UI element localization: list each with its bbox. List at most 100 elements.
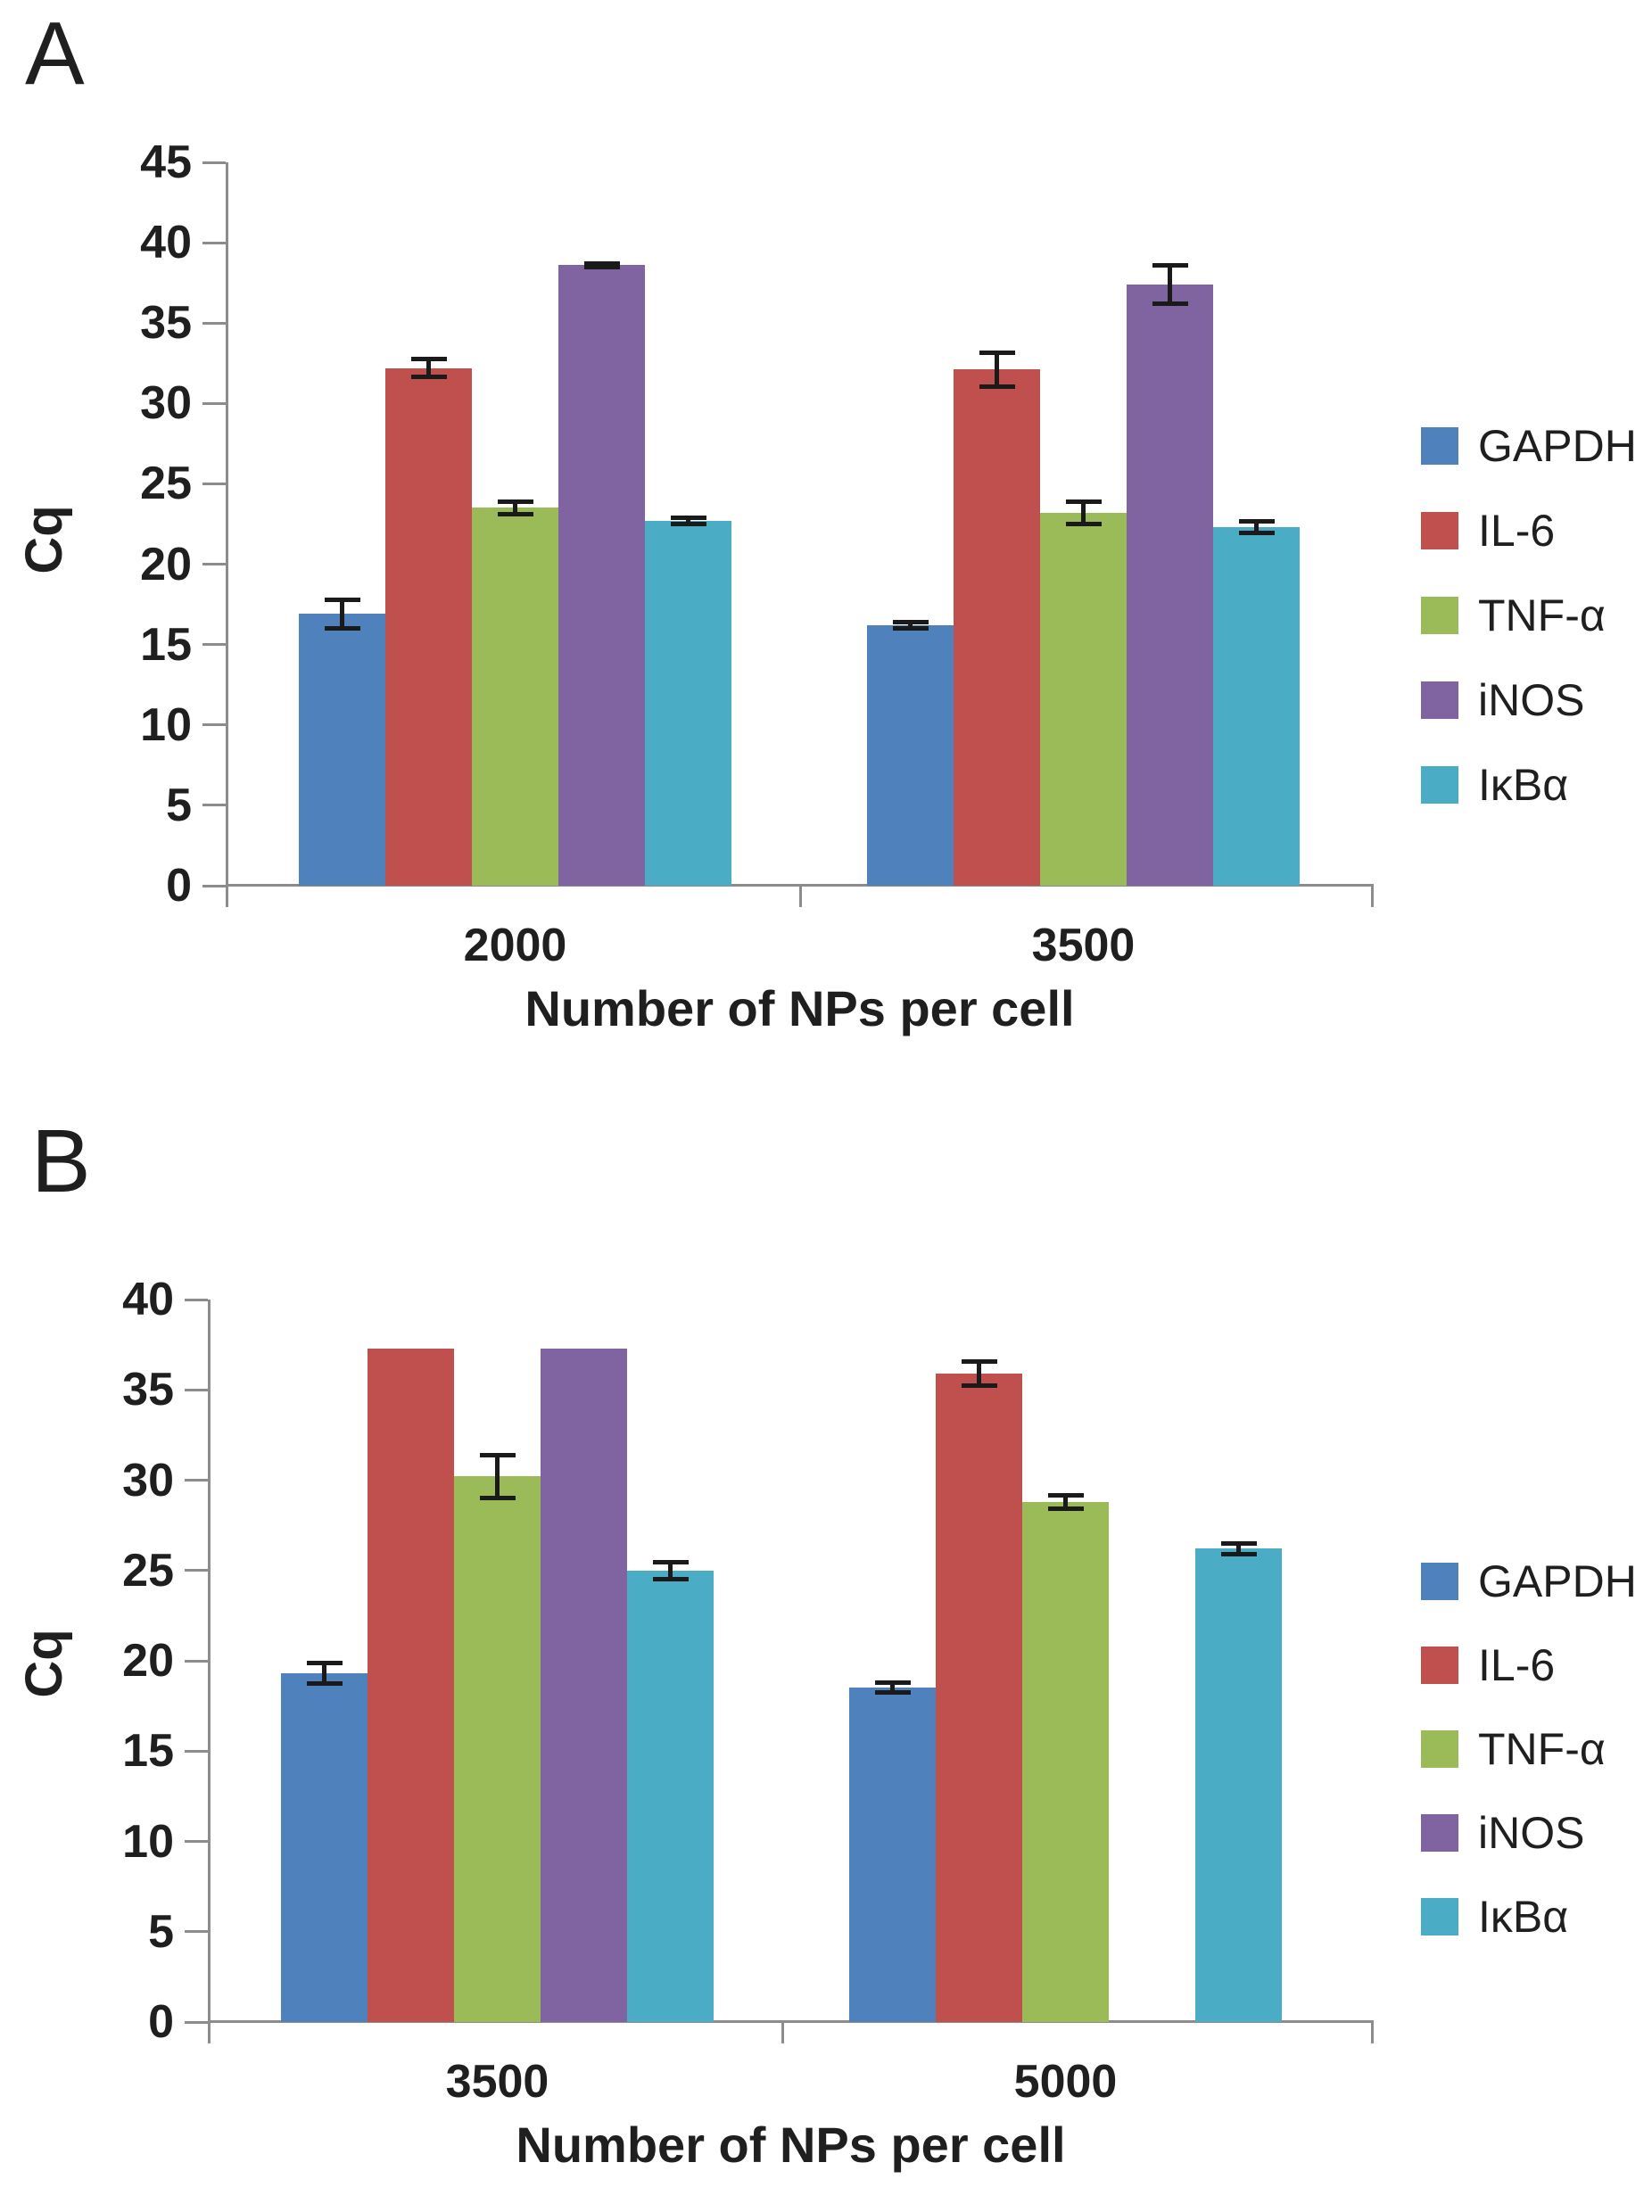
bar-iNOS-3500 [541, 1348, 627, 2022]
error-bar-cap-top [324, 598, 360, 603]
legend-swatch-iNOS [1421, 681, 1458, 719]
y-tick-mark [185, 1388, 208, 1391]
error-bar-cap-top [1152, 263, 1188, 268]
bar-IκBα-2000 [645, 520, 731, 886]
legend-swatch-iNOS [1421, 1814, 1458, 1852]
y-tick-label: 40 [140, 217, 192, 269]
error-bar-cap-bottom [874, 1690, 911, 1696]
error-bar-cap-bottom [1065, 521, 1102, 526]
legend-label: TNF-α [1478, 1724, 1606, 1774]
error-bar-cap-top [1065, 499, 1102, 505]
x-category-label: 3500 [1031, 920, 1136, 971]
y-tick-mark [202, 723, 226, 727]
error-bar-cap-top [961, 1358, 997, 1364]
bar-TNF-α-5000 [1022, 1501, 1109, 2022]
error-bar-line [668, 1561, 673, 1580]
legend-swatch-GAPDH [1421, 1563, 1458, 1600]
legend-swatch-IκBα [1421, 1898, 1458, 1936]
x-category-label: 5000 [1013, 2056, 1118, 2108]
bar-TNF-α-2000 [472, 508, 558, 886]
error-bar-line [1236, 1543, 1241, 1555]
y-tick-label: 5 [166, 779, 192, 831]
x-category-label: 2000 [463, 920, 567, 971]
y-tick-label: 0 [148, 1996, 174, 2048]
error-bar-cap-bottom [1220, 1551, 1257, 1556]
legend-label: TNF-α [1478, 590, 1606, 640]
y-tick-mark [202, 884, 226, 887]
y-tick-label: 15 [122, 1725, 174, 1778]
error-bar-line [686, 517, 690, 524]
legend-swatch-IL-6 [1421, 1647, 1458, 1684]
error-bar-line [1168, 265, 1172, 304]
error-bar-cap-bottom [1047, 1506, 1084, 1511]
legend-swatch-TNF-α [1421, 597, 1458, 634]
error-bar-cap-bottom [979, 384, 1015, 390]
bar-IκBα-3500 [627, 1570, 714, 2022]
error-bar-cap-top [874, 1680, 911, 1686]
y-tick-mark [202, 482, 226, 485]
legend-label: IL-6 [1478, 506, 1556, 556]
bar-TNF-α-3500 [1040, 512, 1127, 886]
y-tick-mark [202, 804, 226, 807]
error-bar-cap-bottom [306, 1681, 343, 1687]
error-bar-cap-top [1238, 518, 1275, 524]
legend-label: iNOS [1478, 675, 1585, 725]
legend-item-iNOS: iNOS [1421, 673, 1584, 728]
legend-item-iNOS: iNOS [1421, 1805, 1584, 1861]
x-category-label: 3500 [445, 2056, 549, 2108]
legend-item-GAPDH: GAPDH [1421, 1554, 1637, 1609]
y-tick-mark [202, 321, 226, 325]
bar-IL-6-5000 [936, 1374, 1022, 2022]
panel-b-label: B [31, 1111, 91, 1211]
bar-IL-6-2000 [385, 367, 472, 886]
bar-IκBα-5000 [1195, 1548, 1282, 2022]
y-tick-label: 0 [166, 860, 192, 912]
legend-label: IL-6 [1478, 1640, 1556, 1690]
y-axis-title-a: Cq [15, 505, 73, 574]
category-boundary-tick [799, 886, 802, 907]
y-tick-label: 10 [122, 1815, 174, 1868]
legend-label: IκBα [1478, 1892, 1569, 1942]
category-boundary-tick [781, 2022, 784, 2043]
legend-swatch-IL-6 [1421, 512, 1458, 549]
bar-iNOS-2000 [558, 265, 645, 886]
legend-label: GAPDH [1478, 1556, 1637, 1606]
error-bar-cap-top [979, 350, 1015, 355]
x-axis-title-a: Number of NPs per cell [525, 980, 1075, 1036]
error-bar-cap-bottom [652, 1576, 689, 1581]
y-tick-mark [185, 2020, 208, 2024]
error-bar-cap-top [497, 499, 533, 505]
legend-item-TNF-α: TNF-α [1421, 588, 1606, 643]
x-axis-title-b: Number of NPs per cell [516, 2117, 1066, 2173]
error-bar-cap-top [410, 356, 447, 361]
bar-GAPDH-3500 [281, 1673, 368, 2022]
bar-IL-6-3500 [954, 369, 1040, 886]
legend-label: iNOS [1478, 1808, 1585, 1858]
error-bar-line [890, 1682, 895, 1694]
error-bar-line [340, 599, 344, 629]
category-boundary-tick [1371, 886, 1374, 907]
y-tick-mark [202, 401, 226, 405]
error-bar-cap-bottom [892, 625, 929, 631]
y-tick-label: 5 [148, 1905, 174, 1958]
y-tick-mark [202, 563, 226, 566]
error-bar-line [977, 1360, 981, 1387]
error-bar-cap-bottom [583, 265, 620, 270]
error-bar-line [426, 358, 431, 378]
error-bar-line [908, 622, 913, 629]
bar-IκBα-3500 [1213, 527, 1300, 886]
panel-a-label: A [25, 4, 85, 103]
bar-GAPDH-2000 [299, 614, 385, 886]
bar-iNOS-3500 [1127, 284, 1213, 886]
bar-GAPDH-3500 [867, 625, 954, 886]
legend-item-IL-6: IL-6 [1421, 503, 1555, 558]
error-bar-line [322, 1663, 326, 1685]
error-bar-cap-bottom [479, 1495, 516, 1500]
legend-swatch-TNF-α [1421, 1730, 1458, 1768]
error-bar-cap-bottom [324, 625, 360, 631]
legend-item-IκBα: IκBα [1421, 757, 1568, 813]
error-bar-cap-top [652, 1559, 689, 1564]
legend-item-TNF-α: TNF-α [1421, 1721, 1606, 1777]
y-axis-line [226, 162, 228, 907]
error-bar-line [1063, 1494, 1068, 1509]
